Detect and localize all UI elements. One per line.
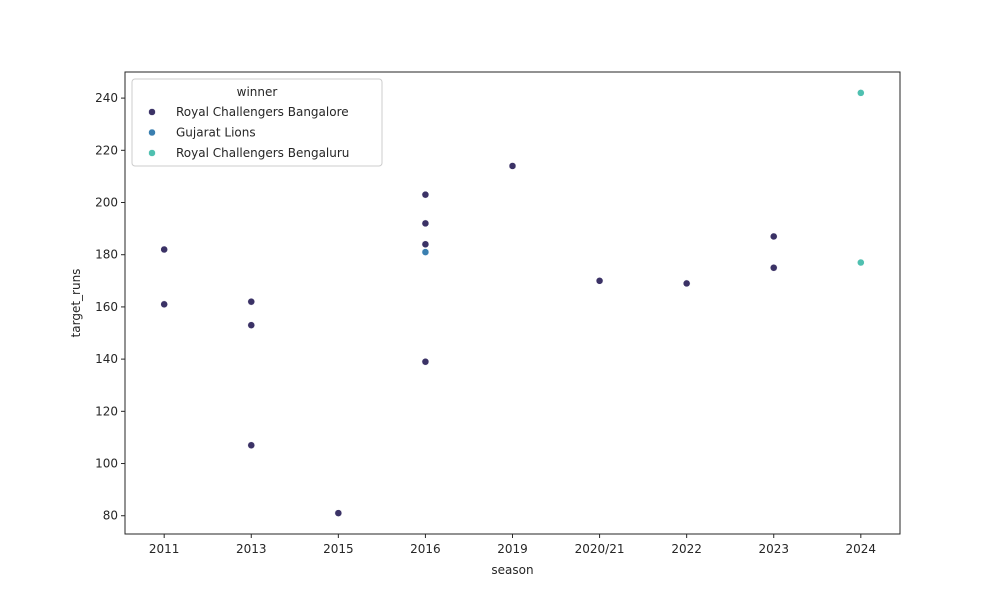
x-tick-label: 2024 bbox=[846, 542, 877, 556]
x-tick-label: 2022 bbox=[671, 542, 702, 556]
y-tick-label: 140 bbox=[95, 352, 118, 366]
x-tick-label: 2011 bbox=[149, 542, 180, 556]
y-tick-label: 180 bbox=[95, 248, 118, 262]
legend-marker bbox=[148, 149, 156, 157]
data-point bbox=[247, 321, 256, 329]
x-tick-label: 2019 bbox=[497, 542, 528, 556]
legend-label: Royal Challengers Bangalore bbox=[176, 105, 349, 119]
y-tick-label: 100 bbox=[95, 457, 118, 471]
y-tick-label: 220 bbox=[95, 143, 118, 157]
y-axis-label: target_runs bbox=[69, 269, 83, 338]
data-point bbox=[421, 248, 430, 256]
data-point bbox=[160, 300, 168, 309]
y-tick-label: 80 bbox=[103, 509, 118, 523]
x-tick-label: 2015 bbox=[323, 542, 354, 556]
data-point bbox=[769, 264, 778, 272]
x-axis-label: season bbox=[491, 563, 533, 577]
data-point bbox=[247, 297, 256, 306]
data-point bbox=[421, 219, 430, 228]
legend-title: winner bbox=[237, 85, 278, 99]
legend-items: Royal Challengers Bangalore Gujarat Lions… bbox=[148, 105, 349, 160]
y-axis-ticks: 80 100 120 140 160 180 200 220 240 bbox=[95, 91, 125, 523]
data-points bbox=[160, 89, 865, 517]
legend-marker bbox=[148, 128, 156, 137]
legend-box bbox=[131, 78, 383, 167]
data-point bbox=[857, 89, 865, 97]
data-point bbox=[421, 357, 430, 366]
data-point bbox=[682, 279, 691, 288]
data-point bbox=[247, 441, 256, 450]
data-point bbox=[160, 245, 168, 254]
x-tick-label: 2023 bbox=[758, 542, 789, 556]
y-tick-label: 240 bbox=[95, 91, 118, 105]
x-tick-label: 2016 bbox=[410, 542, 441, 556]
x-axis-ticks: 2011 2013 2015 2016 2019 2020/21 2022 2023 2024 bbox=[149, 534, 876, 556]
data-point bbox=[769, 232, 778, 241]
legend-label: Royal Challengers Bengaluru bbox=[176, 146, 349, 160]
legend-marker bbox=[148, 108, 156, 116]
data-point bbox=[857, 258, 865, 267]
data-point bbox=[334, 509, 343, 517]
x-tick-label: 2013 bbox=[236, 542, 267, 556]
data-point bbox=[508, 162, 517, 170]
legend: winner Royal Challengers Bangalore Gujara… bbox=[131, 78, 383, 167]
data-point bbox=[421, 240, 430, 249]
y-tick-label: 200 bbox=[95, 196, 118, 210]
data-point bbox=[421, 190, 430, 199]
y-tick-label: 120 bbox=[95, 404, 118, 418]
y-tick-label: 160 bbox=[95, 300, 118, 314]
data-point bbox=[595, 277, 604, 285]
x-tick-label: 2020/21 bbox=[575, 542, 625, 556]
legend-label: Gujarat Lions bbox=[176, 126, 256, 140]
